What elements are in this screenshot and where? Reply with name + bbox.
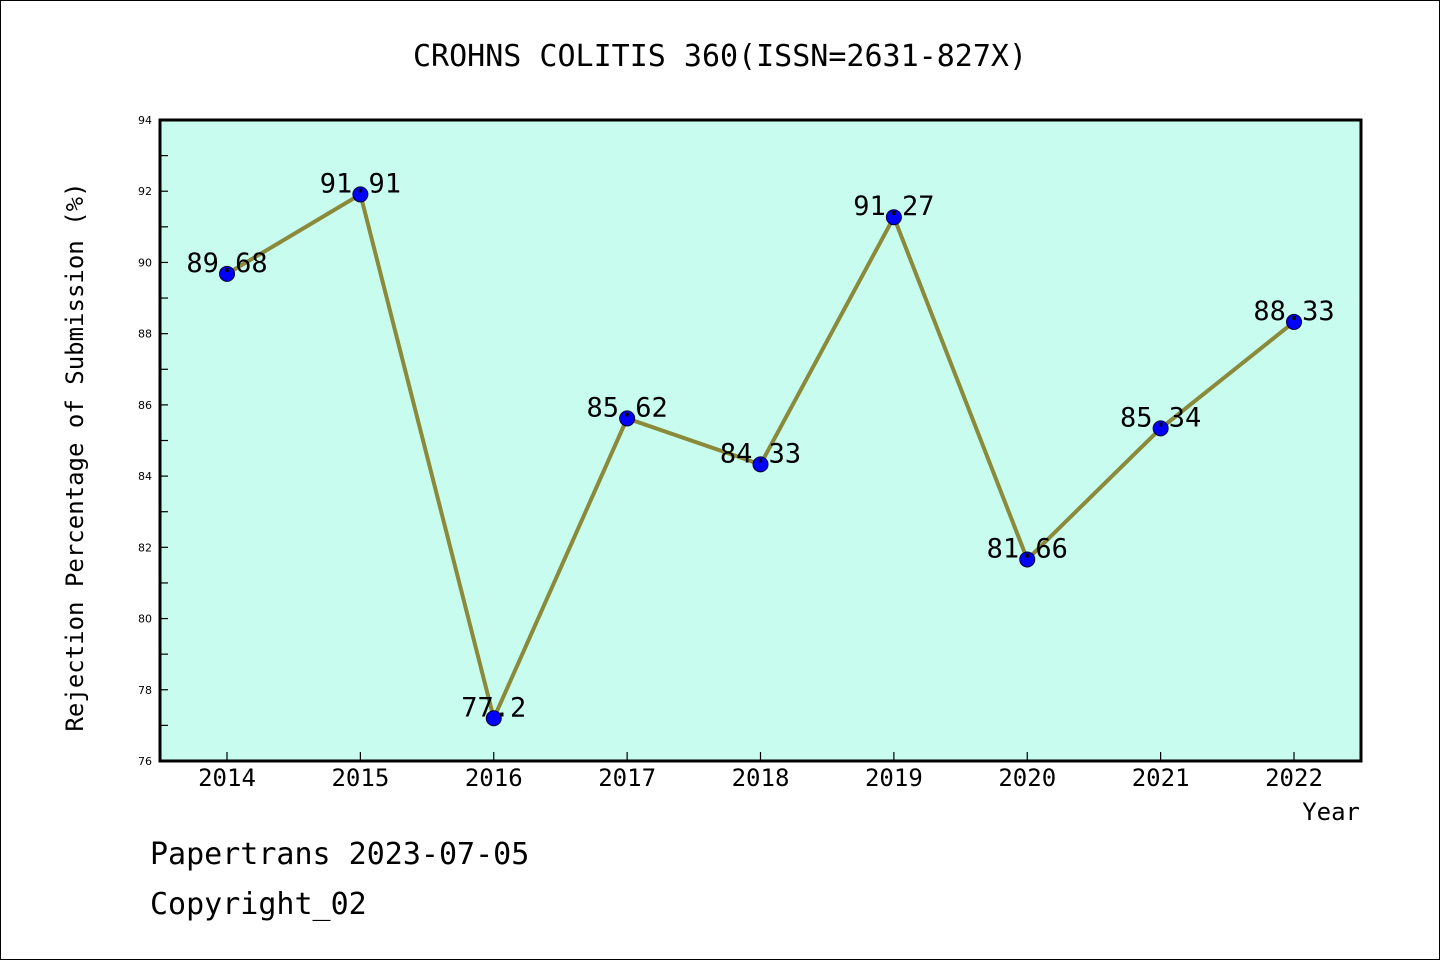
x-axis-ticks: 2014 2015 2016 2017 2018 2019 2020 2021 2022 bbox=[198, 752, 1323, 792]
data-point bbox=[619, 410, 636, 427]
x-tick-label: 2021 bbox=[1132, 764, 1190, 792]
x-tick-label: 2022 bbox=[1265, 764, 1323, 792]
data-label: 77.2 bbox=[461, 692, 526, 723]
y-tick-label: 86 bbox=[138, 399, 152, 412]
y-tick-label: 76 bbox=[138, 755, 152, 768]
y-axis-label: Rejection Percentage of Submission (%) bbox=[61, 182, 89, 731]
x-tick-label: 2014 bbox=[198, 764, 256, 792]
data-point bbox=[1152, 420, 1169, 437]
footer-copyright: Copyright_02 bbox=[150, 887, 367, 922]
y-tick-label: 88 bbox=[138, 328, 152, 341]
data-point bbox=[1019, 551, 1036, 568]
data-label: 85.34 bbox=[1120, 402, 1201, 433]
data-points-group bbox=[219, 186, 1302, 727]
data-label: 88.33 bbox=[1253, 296, 1334, 327]
y-tick-label: 78 bbox=[138, 684, 152, 697]
plot-area bbox=[158, 118, 1363, 763]
data-label: 85.62 bbox=[586, 392, 667, 423]
x-tick-label: 2018 bbox=[732, 764, 790, 792]
data-label: 91.27 bbox=[853, 191, 934, 222]
data-labels-group: 89.68 91.91 77.2 85.62 84.33 91.27 81.66 85.34 8… bbox=[186, 168, 1334, 723]
data-label: 91.91 bbox=[320, 168, 401, 199]
data-point bbox=[752, 456, 769, 473]
x-axis-label: Year bbox=[1302, 798, 1360, 826]
data-point bbox=[352, 186, 369, 203]
x-tick-label: 2016 bbox=[465, 764, 523, 792]
data-label: 89.68 bbox=[186, 248, 267, 279]
y-tick-label: 84 bbox=[138, 470, 152, 483]
x-tick-label: 2019 bbox=[865, 764, 923, 792]
data-label: 81.66 bbox=[987, 533, 1068, 564]
y-tick-label: 82 bbox=[138, 541, 152, 554]
y-tick-label: 90 bbox=[138, 256, 152, 269]
data-point bbox=[885, 209, 902, 226]
data-point bbox=[485, 710, 502, 727]
data-point bbox=[1286, 313, 1302, 330]
x-tick-label: 2017 bbox=[598, 764, 656, 792]
x-tick-label: 2020 bbox=[998, 764, 1056, 792]
data-label: 84.33 bbox=[720, 438, 801, 469]
y-tick-label: 80 bbox=[138, 613, 152, 626]
y-axis-ticks: 76 78 80 82 84 86 88 90 92 94 bbox=[138, 114, 168, 768]
x-tick-label: 2015 bbox=[331, 764, 389, 792]
chart-title: CROHNS COLITIS 360(ISSN=2631-827X) bbox=[413, 39, 1027, 74]
y-tick-label: 94 bbox=[138, 114, 152, 127]
footer-date: Papertrans 2023-07-05 bbox=[150, 837, 529, 872]
y-tick-label: 92 bbox=[138, 185, 152, 198]
data-point bbox=[219, 265, 235, 282]
